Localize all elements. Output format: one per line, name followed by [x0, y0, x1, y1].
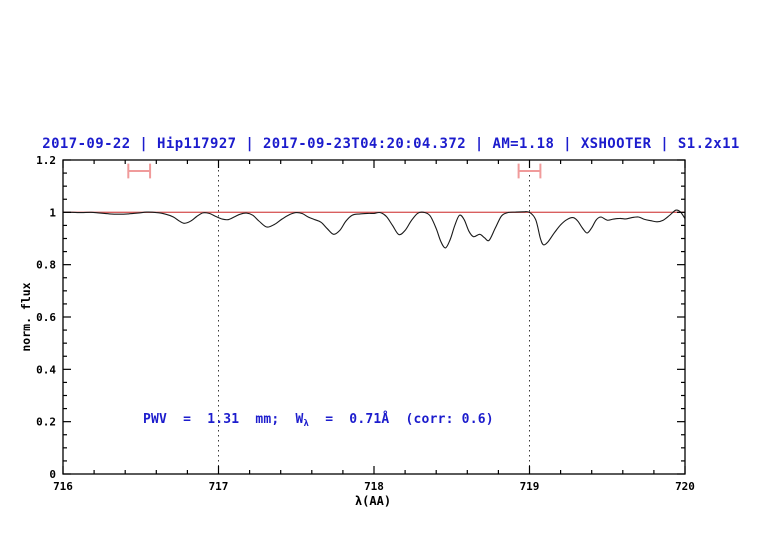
y-tick-label: 0.6 [36, 311, 56, 324]
plot-title: 2017-09-22 | Hip117927 | 2017-09-23T04:2… [42, 136, 740, 152]
error-bar [127, 163, 152, 179]
y-tick-label: 0.2 [36, 416, 56, 429]
x-tick-label: 716 [53, 480, 73, 493]
x-tick-label: 717 [209, 480, 229, 493]
x-axis-label: λ(AA) [354, 494, 392, 508]
y-axis-label: norm. flux [19, 282, 33, 352]
y-tick-label: 0.4 [36, 363, 56, 376]
lambda-subscript: λ [303, 419, 310, 429]
x-tick-label: 718 [364, 480, 384, 493]
pwv-annotation-text-2: = 0.71Å (corr: 0.6) [309, 412, 494, 427]
spectrum-line [63, 209, 686, 249]
x-tick-label: 720 [675, 480, 695, 493]
y-tick-label: 1.2 [36, 154, 56, 167]
x-tick-label: 719 [520, 480, 540, 493]
y-tick-label: 0 [49, 468, 56, 481]
pwv-annotation-text: PWV = 1.31 mm; W [143, 412, 304, 427]
y-tick-label: 0.8 [36, 259, 56, 272]
pwv-annotation: PWV = 1.31 mm; Wλ = 0.71Å (corr: 0.6) [143, 412, 494, 429]
error-bar [517, 163, 542, 179]
y-tick-label: 1 [49, 206, 56, 219]
